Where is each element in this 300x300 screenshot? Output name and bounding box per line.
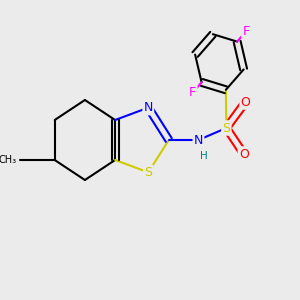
Text: H: H [200, 151, 208, 161]
Text: S: S [144, 166, 152, 179]
Text: S: S [222, 122, 230, 134]
Text: CH₃: CH₃ [0, 155, 17, 165]
Text: O: O [239, 148, 249, 160]
Text: N: N [194, 134, 203, 146]
Text: O: O [241, 95, 250, 109]
Text: F: F [242, 25, 250, 38]
Text: N: N [144, 101, 153, 114]
Text: F: F [189, 86, 196, 99]
